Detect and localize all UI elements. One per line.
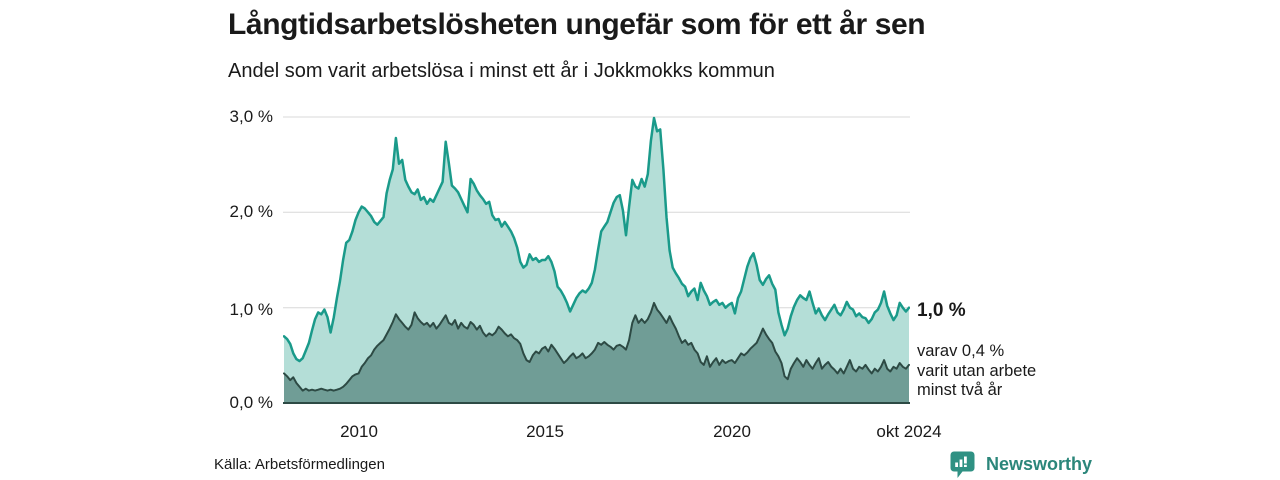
newsworthy-wordmark: Newsworthy — [986, 454, 1093, 474]
x-axis-tick-2015: 2015 — [526, 422, 564, 441]
y-axis-tick-2: 2,0 % — [229, 202, 273, 221]
page-subtitle: Andel som varit arbetslösa i minst ett å… — [228, 60, 775, 82]
plot-area — [282, 105, 911, 407]
x-axis-tick-okt-2024: okt 2024 — [876, 422, 942, 441]
latest-two-year-annotation: varav 0,4 % varit utan arbete minst två … — [917, 342, 1036, 401]
y-axis-tick-0: 0,0 % — [229, 393, 273, 412]
newsworthy-icon — [950, 451, 975, 478]
annotation-line-2: varit utan arbete — [917, 361, 1037, 380]
area-chart-svg — [282, 116, 911, 404]
y-axis-tick-3: 3,0 % — [229, 107, 273, 126]
latest-total-label: 1,0 % — [917, 300, 966, 321]
total-line — [282, 116, 911, 363]
two-year-line — [283, 301, 910, 392]
page-title: Långtidsarbetslösheten ungefär som för e… — [228, 8, 926, 41]
annotation-line-1: varav 0,4 % — [917, 342, 1005, 360]
two-year-area-fill — [284, 302, 909, 403]
x-axis-tick-2010: 2010 — [340, 422, 378, 441]
newsworthy-logo: Newsworthy — [950, 451, 1092, 479]
x-axis-tick-2020: 2020 — [713, 422, 751, 441]
y-axis-tick-1: 1,0 % — [229, 300, 273, 319]
source-caption: Källa: Arbetsförmedlingen — [214, 456, 385, 473]
annotation-line-3: minst två år — [917, 381, 1003, 399]
